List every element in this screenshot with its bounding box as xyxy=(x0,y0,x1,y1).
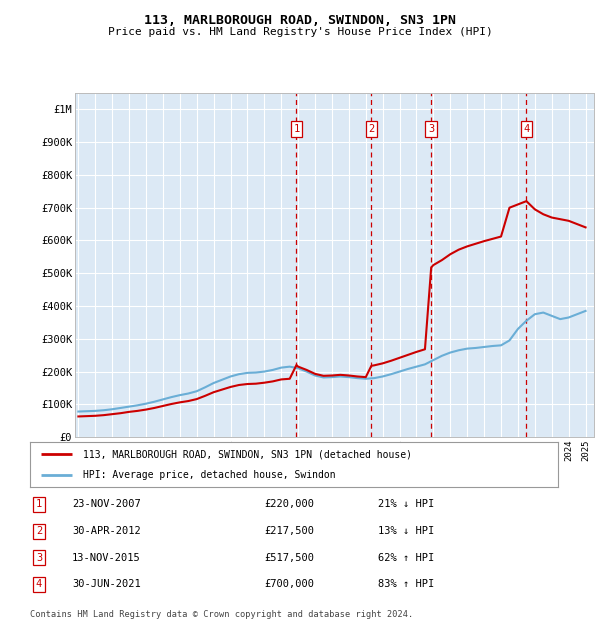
Text: £517,500: £517,500 xyxy=(264,553,314,563)
Text: 113, MARLBOROUGH ROAD, SWINDON, SN3 1PN (detached house): 113, MARLBOROUGH ROAD, SWINDON, SN3 1PN … xyxy=(83,449,412,459)
Text: £700,000: £700,000 xyxy=(264,580,314,590)
Text: 1: 1 xyxy=(293,124,299,134)
Text: 30-APR-2012: 30-APR-2012 xyxy=(72,526,141,536)
Text: £220,000: £220,000 xyxy=(264,500,314,510)
Text: 3: 3 xyxy=(428,124,434,134)
Text: 3: 3 xyxy=(36,553,42,563)
Text: 62% ↑ HPI: 62% ↑ HPI xyxy=(378,553,434,563)
Text: 30-JUN-2021: 30-JUN-2021 xyxy=(72,580,141,590)
Text: 13-NOV-2015: 13-NOV-2015 xyxy=(72,553,141,563)
Text: 4: 4 xyxy=(523,124,530,134)
Text: Price paid vs. HM Land Registry's House Price Index (HPI): Price paid vs. HM Land Registry's House … xyxy=(107,27,493,37)
Text: 13% ↓ HPI: 13% ↓ HPI xyxy=(378,526,434,536)
Text: HPI: Average price, detached house, Swindon: HPI: Average price, detached house, Swin… xyxy=(83,469,335,480)
Text: 2: 2 xyxy=(36,526,42,536)
Text: 113, MARLBOROUGH ROAD, SWINDON, SN3 1PN: 113, MARLBOROUGH ROAD, SWINDON, SN3 1PN xyxy=(144,14,456,27)
Text: 2: 2 xyxy=(368,124,374,134)
Text: Contains HM Land Registry data © Crown copyright and database right 2024.: Contains HM Land Registry data © Crown c… xyxy=(30,610,413,619)
Text: 1: 1 xyxy=(36,500,42,510)
Text: 23-NOV-2007: 23-NOV-2007 xyxy=(72,500,141,510)
Text: 4: 4 xyxy=(36,580,42,590)
Text: £217,500: £217,500 xyxy=(264,526,314,536)
Text: 83% ↑ HPI: 83% ↑ HPI xyxy=(378,580,434,590)
Text: 21% ↓ HPI: 21% ↓ HPI xyxy=(378,500,434,510)
